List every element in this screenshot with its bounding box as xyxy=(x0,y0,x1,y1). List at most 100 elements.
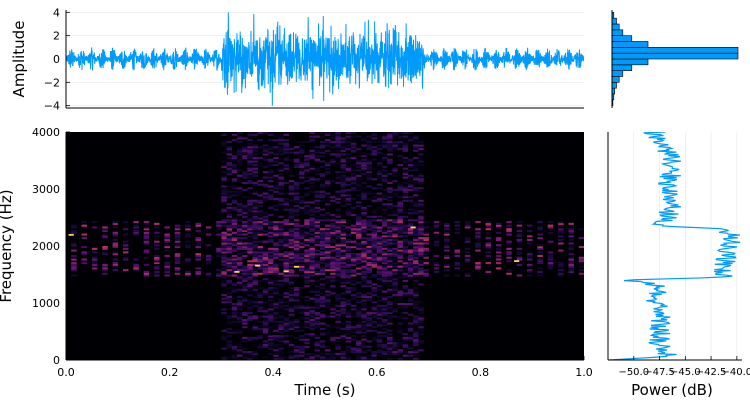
spectrogram-cell xyxy=(288,208,295,211)
spectrogram-cell xyxy=(578,246,584,249)
spectrogram-cell xyxy=(288,244,295,247)
spectrogram-cell xyxy=(381,311,388,314)
spectrogram-cell xyxy=(361,164,367,167)
spectrogram-cell xyxy=(283,237,290,240)
spectrogram-cell xyxy=(433,242,440,245)
spectrogram-cell xyxy=(309,251,315,254)
spectrogram-cell xyxy=(247,247,253,250)
spectrogram-cell xyxy=(273,269,279,272)
spectrogram-cell xyxy=(356,233,362,236)
spectrogram-cell xyxy=(288,253,295,256)
spectrogram-cell xyxy=(402,194,409,197)
spectrogram-cell xyxy=(387,158,393,161)
spectrogram-cell xyxy=(387,329,393,332)
spectrogram-cell xyxy=(268,313,274,316)
spectrogram-cell xyxy=(304,256,310,259)
spectrogram-cell xyxy=(236,187,243,190)
spectrogram-cell xyxy=(278,347,284,350)
spectrogram-cell xyxy=(325,180,331,183)
spectrogram-cell xyxy=(397,290,403,293)
spectrogram-cell xyxy=(236,258,243,261)
spectrogram-cell xyxy=(413,201,419,204)
spectrogram-cell xyxy=(407,254,414,257)
spectrogram-cell xyxy=(143,263,150,266)
spectrogram-cell xyxy=(299,206,305,209)
spectrogram-cell xyxy=(314,294,321,297)
spectrogram-cell xyxy=(366,262,372,265)
spectrogram-cell xyxy=(226,251,233,254)
spectrogram-cell xyxy=(283,224,290,227)
spectrogram-cell xyxy=(506,240,512,243)
spectrogram-cell xyxy=(397,222,403,225)
spectrogram-cell xyxy=(454,263,460,266)
spectrogram-cell xyxy=(278,238,284,241)
spectrogram-cell xyxy=(314,240,321,243)
spectrogram-cell xyxy=(299,196,305,199)
spectrogram-cell xyxy=(423,274,429,277)
spectrogram-cell xyxy=(397,292,403,295)
spectrogram-cell xyxy=(174,224,181,227)
spectrogram-cell xyxy=(356,281,362,284)
spectrogram-cell xyxy=(252,254,258,257)
spectrogram-cell xyxy=(288,326,295,329)
spectrogram-cell xyxy=(257,205,264,208)
spectrogram-cell xyxy=(314,151,321,154)
spectrogram-hot-cell xyxy=(514,260,520,262)
spectrogram-cell xyxy=(361,276,367,279)
spectrogram-cell xyxy=(231,194,238,197)
spectrogram-cell xyxy=(71,231,77,234)
spectrogram-cell xyxy=(288,213,295,217)
spectrogram-cell xyxy=(413,233,419,236)
spectrogram-cell xyxy=(376,304,383,307)
spectrogram-cell xyxy=(527,256,533,259)
spectrogram-cell xyxy=(293,356,300,359)
spectrogram-cell xyxy=(444,269,450,272)
spectrogram-cell xyxy=(495,231,502,234)
spectrogram-cell xyxy=(418,270,424,274)
spectrogram-cell xyxy=(226,221,233,224)
spectrogram-cell xyxy=(335,155,341,158)
spectrogram-cell xyxy=(236,304,243,307)
spectrogram-cell xyxy=(231,320,238,323)
spectrogram-cell xyxy=(122,221,129,224)
spectrogram-cell xyxy=(242,155,248,158)
spectrogram-cell xyxy=(309,224,315,227)
spectrogram-cell xyxy=(293,249,300,252)
spectrogram-cell xyxy=(387,315,393,318)
spectrogram-cell xyxy=(350,155,357,158)
spectrogram-cell xyxy=(257,324,264,327)
spectrogram-cell xyxy=(314,231,321,234)
spectrogram-cell xyxy=(345,274,352,277)
spectrogram-cell xyxy=(558,263,564,266)
spectrogram-cell xyxy=(356,148,362,151)
spectrogram-cell xyxy=(247,180,253,183)
spectrogram-cell xyxy=(361,299,367,302)
spectrogram-cell xyxy=(247,315,253,318)
spectrogram-cell xyxy=(262,270,269,274)
spectrogram-cell xyxy=(299,172,305,176)
spectrogram-cell xyxy=(485,251,492,254)
spectrogram-cell xyxy=(325,327,331,331)
power-x-label: Power (dB) xyxy=(631,381,713,399)
spectrogram-cell xyxy=(325,149,331,152)
spectrogram-cell xyxy=(345,240,352,243)
spectrogram-cell xyxy=(293,326,300,329)
spectrogram-cell xyxy=(397,189,403,192)
spectrogram-cell xyxy=(418,326,424,329)
spectrogram-cell xyxy=(350,295,357,298)
spectrogram-cell xyxy=(278,297,284,300)
spectrogram-cell xyxy=(366,144,372,147)
spectrogram-cell xyxy=(319,331,326,334)
spectrogram-cell xyxy=(340,242,347,245)
spectrogram-cell xyxy=(418,340,424,343)
spectrogram-cell xyxy=(330,226,336,229)
spectrogram-cell xyxy=(350,140,357,143)
spectrogram-cell xyxy=(278,331,284,334)
spectrogram-cell xyxy=(231,308,238,311)
spectrogram-cell xyxy=(283,142,290,145)
spectrogram-cell xyxy=(402,146,409,149)
spectrogram-cell xyxy=(242,222,248,225)
spectrogram-cell xyxy=(293,208,300,211)
spectrogram-cell xyxy=(371,251,378,254)
spectrogram-cell xyxy=(293,288,300,291)
